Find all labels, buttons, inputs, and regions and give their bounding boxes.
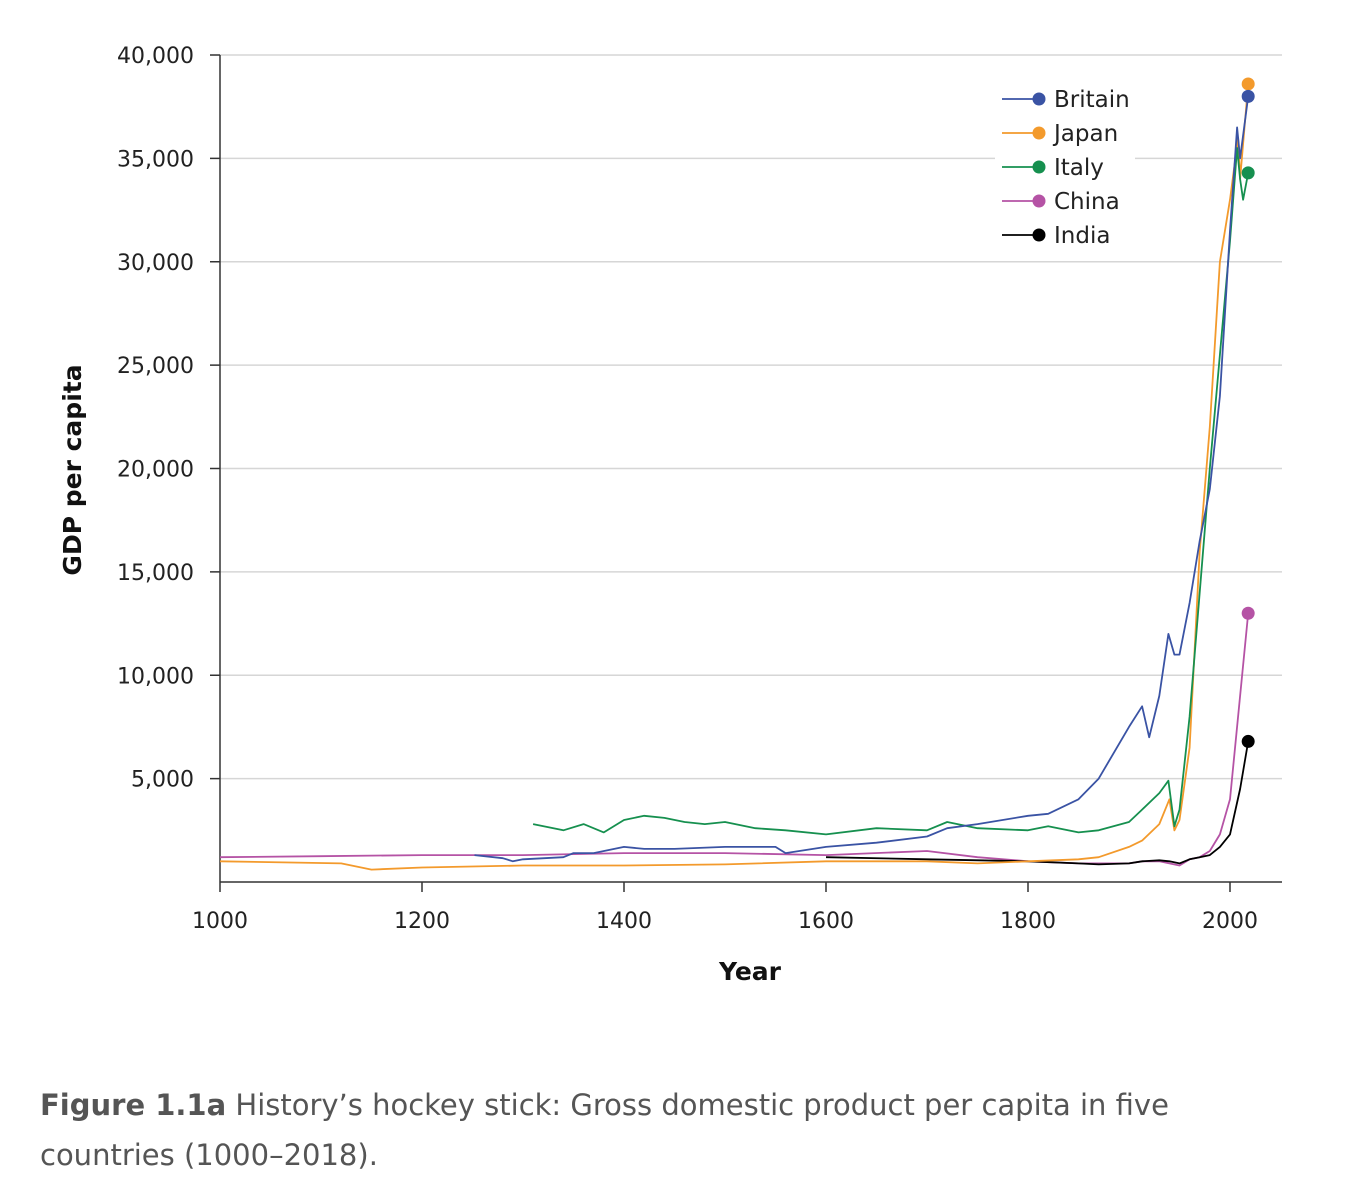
legend-background <box>995 75 1135 255</box>
series-line-italy <box>532 147 1250 836</box>
x-axis-title: Year <box>718 957 782 986</box>
y-tick-label: 35,000 <box>117 147 194 172</box>
gdp-line-chart: 5,000 10,000 15,000 20,000 25,000 30,000 35,00… <box>58 44 1282 986</box>
x-tick-label: 1400 <box>596 909 652 934</box>
series-endpoint-italy <box>1241 166 1255 180</box>
legend: Britain Japan Italy China India <box>995 75 1135 255</box>
series-endpoint-britain <box>1241 89 1255 103</box>
caption-text: History’s hockey stick: Gross domestic p… <box>40 1088 1169 1172</box>
x-tick-label: 1800 <box>1000 909 1056 934</box>
series-line-india <box>825 741 1250 866</box>
series-endpoint-china <box>1241 606 1255 620</box>
y-tick-label: 30,000 <box>117 251 194 276</box>
caption-label: Figure 1.1a <box>40 1088 227 1122</box>
legend-marker-italy <box>1032 160 1046 174</box>
series-line-japan <box>219 83 1250 871</box>
series-endpoint-japan <box>1241 77 1255 91</box>
series-line-britain <box>474 96 1250 863</box>
legend-marker-britain <box>1032 92 1046 106</box>
series-lines <box>219 77 1255 871</box>
y-tick-label: 40,000 <box>117 44 194 69</box>
legend-label-britain: Britain <box>1054 87 1130 113</box>
y-tick-label: 10,000 <box>117 664 194 689</box>
series-endpoint-india <box>1241 734 1255 748</box>
legend-marker-japan <box>1032 126 1046 140</box>
y-tick-label: 20,000 <box>117 458 194 483</box>
x-tick-label: 1000 <box>192 909 248 934</box>
legend-marker-china <box>1032 194 1046 208</box>
y-axis-title: GDP per capita <box>58 364 87 575</box>
series-line-china <box>219 613 1250 867</box>
legend-label-japan: Japan <box>1052 121 1118 147</box>
x-tick-label: 2000 <box>1202 909 1258 934</box>
figure-caption: Figure 1.1a History’s hockey stick: Gros… <box>40 1080 1240 1180</box>
y-tick-label: 25,000 <box>117 354 194 379</box>
legend-label-china: China <box>1054 189 1120 215</box>
y-tick-label: 15,000 <box>117 561 194 586</box>
x-tick-label: 1600 <box>798 909 854 934</box>
gridlines <box>220 54 1282 780</box>
legend-label-india: India <box>1054 223 1110 249</box>
x-tick-label: 1200 <box>394 909 450 934</box>
axes: 5,000 10,000 15,000 20,000 25,000 30,000 35,00… <box>117 44 1282 934</box>
legend-label-italy: Italy <box>1054 155 1104 181</box>
y-tick-label: 5,000 <box>131 768 194 793</box>
legend-marker-india <box>1032 228 1046 242</box>
